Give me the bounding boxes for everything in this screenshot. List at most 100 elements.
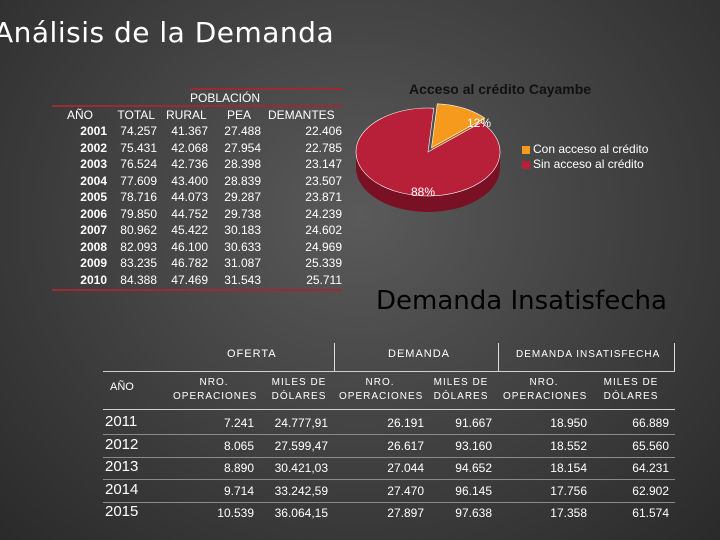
cell-oferta-ops: 8.890 (223, 461, 254, 475)
cell-year: 2013 (105, 458, 139, 475)
sub-header-insat-ops: NRO. OPERACIONES (503, 377, 588, 402)
cell-oferta-usd: 24.777,91 (274, 416, 328, 430)
cell-rural: 44.073 (171, 190, 208, 204)
group-header-demanda: DEMANDA (388, 348, 451, 360)
cell-oferta-usd: 30.421,03 (274, 461, 328, 475)
cell-insat-usd: 65.560 (632, 438, 669, 453)
pie-slice-sin-acceso (355, 107, 501, 197)
sub-header-oferta-usd: MILES DE DÓLARES (271, 377, 327, 402)
cell-total: 78.716 (120, 190, 157, 204)
cell-year: 2012 (105, 435, 139, 453)
cell-year: 2003 (80, 157, 107, 171)
cell-demantes: 22.785 (305, 140, 342, 155)
legend-label-con: Con acceso al crédito (533, 142, 649, 156)
year-header: AÑO (110, 381, 134, 393)
cell-year: 2004 (80, 173, 107, 188)
pie-slice-con-acceso (431, 103, 486, 149)
header-top-line (190, 88, 342, 90)
cell-rural: 47.469 (171, 272, 208, 287)
cell-demantes: 23.147 (305, 157, 342, 171)
cell-year: 2001 (80, 124, 107, 138)
cell-demanda-ops: 26.191 (387, 416, 424, 430)
header-bottom-line (52, 289, 342, 291)
cell-total: 80.962 (120, 223, 157, 237)
cell-insat-ops: 18.154 (550, 461, 587, 475)
cell-insat-usd: 66.889 (632, 416, 669, 430)
cell-rural: 44.752 (171, 206, 208, 221)
cell-insat-ops: 17.358 (550, 506, 587, 520)
cell-demanda-ops: 27.470 (387, 483, 424, 498)
cell-demantes: 23.507 (305, 173, 342, 188)
group-header-insatisfecha: DEMANDA INSATISFECHA (516, 349, 661, 360)
cell-pea: 28.398 (224, 157, 261, 171)
cell-pea: 27.954 (224, 140, 261, 155)
group-header-oferta: OFERTA (227, 348, 277, 360)
cell-pea: 31.543 (224, 272, 261, 287)
cell-total: 76.524 (120, 157, 157, 171)
legend-swatch-con (522, 145, 530, 154)
sub-header-demanda-usd: MILES DE DÓLARES (433, 377, 489, 402)
cell-pea: 29.738 (224, 206, 261, 221)
col-header-rural: RURAL (166, 108, 207, 122)
cell-total: 74.257 (120, 124, 157, 138)
cell-oferta-ops: 10.539 (217, 506, 254, 520)
col-divider (674, 343, 675, 371)
row-divider (103, 434, 675, 435)
cell-oferta-ops: 7.241 (223, 416, 254, 430)
cell-demanda-usd: 93.160 (455, 438, 492, 453)
legend-item-sin: Sin acceso al crédito (522, 157, 648, 172)
poblacion-header: POBLACIÓN (190, 91, 261, 105)
cell-insat-ops: 17.756 (550, 483, 587, 498)
cell-demantes: 23.871 (305, 190, 342, 204)
header-mid-line (52, 105, 342, 107)
cell-insat-ops: 18.950 (550, 416, 587, 430)
legend-swatch-sin (522, 160, 530, 169)
chart-title: Acceso al crédito Cayambe (409, 81, 592, 97)
cell-demantes: 24.239 (305, 206, 342, 221)
col-header-total: TOTAL (117, 108, 155, 122)
row-divider (103, 371, 675, 372)
cell-rural: 42.736 (171, 157, 208, 171)
cell-demanda-ops: 27.897 (387, 506, 424, 520)
cell-total: 83.235 (120, 256, 157, 270)
sub-header-demanda-ops: NRO. OPERACIONES (339, 377, 424, 402)
cell-demantes: 24.602 (305, 223, 342, 237)
legend-label-sin: Sin acceso al crédito (533, 157, 644, 171)
cell-demantes: 25.339 (305, 256, 342, 270)
cell-rural: 41.367 (171, 124, 208, 138)
legend-item-con: Con acceso al crédito (522, 142, 648, 157)
cell-insat-usd: 62.902 (632, 483, 669, 498)
cell-rural: 46.100 (171, 239, 208, 254)
cell-pea: 31.087 (224, 256, 261, 270)
cell-total: 84.388 (120, 272, 157, 287)
cell-demanda-ops: 27.044 (387, 461, 424, 475)
cell-pea: 27.488 (224, 124, 261, 138)
cell-demantes: 22.406 (305, 124, 342, 138)
cell-year: 2006 (80, 206, 107, 221)
cell-total: 79.850 (120, 206, 157, 221)
cell-demanda-usd: 96.145 (455, 483, 492, 498)
cell-demanda-usd: 97.638 (455, 506, 492, 520)
cell-pea: 30.183 (224, 223, 261, 237)
cell-pea: 29.287 (224, 190, 261, 204)
cell-rural: 46.782 (171, 256, 208, 270)
cell-pea: 28.839 (224, 173, 261, 188)
cell-rural: 42.068 (171, 140, 208, 155)
demand-table: OFERTA DEMANDA DEMANDA INSATISFECHA AÑO … (103, 343, 675, 523)
cell-insat-ops: 18.552 (550, 438, 587, 453)
cell-year: 2011 (105, 413, 138, 430)
cell-rural: 45.422 (171, 223, 208, 237)
cell-demanda-ops: 26.617 (387, 438, 424, 453)
cell-oferta-usd: 27.599,47 (274, 438, 328, 453)
row-divider (103, 501, 675, 503)
col-header-year: AÑO (67, 108, 94, 122)
cell-year: 2014 (105, 480, 139, 498)
cell-year: 2005 (80, 190, 107, 204)
cell-oferta-ops: 9.714 (223, 483, 254, 498)
cell-total: 82.093 (120, 239, 157, 254)
page-title: Análisis de la Demanda (0, 16, 335, 49)
cell-rural: 43.400 (171, 173, 208, 188)
cell-pea: 30.633 (224, 239, 261, 254)
section-subtitle: Demanda Insatisfecha (376, 286, 667, 316)
